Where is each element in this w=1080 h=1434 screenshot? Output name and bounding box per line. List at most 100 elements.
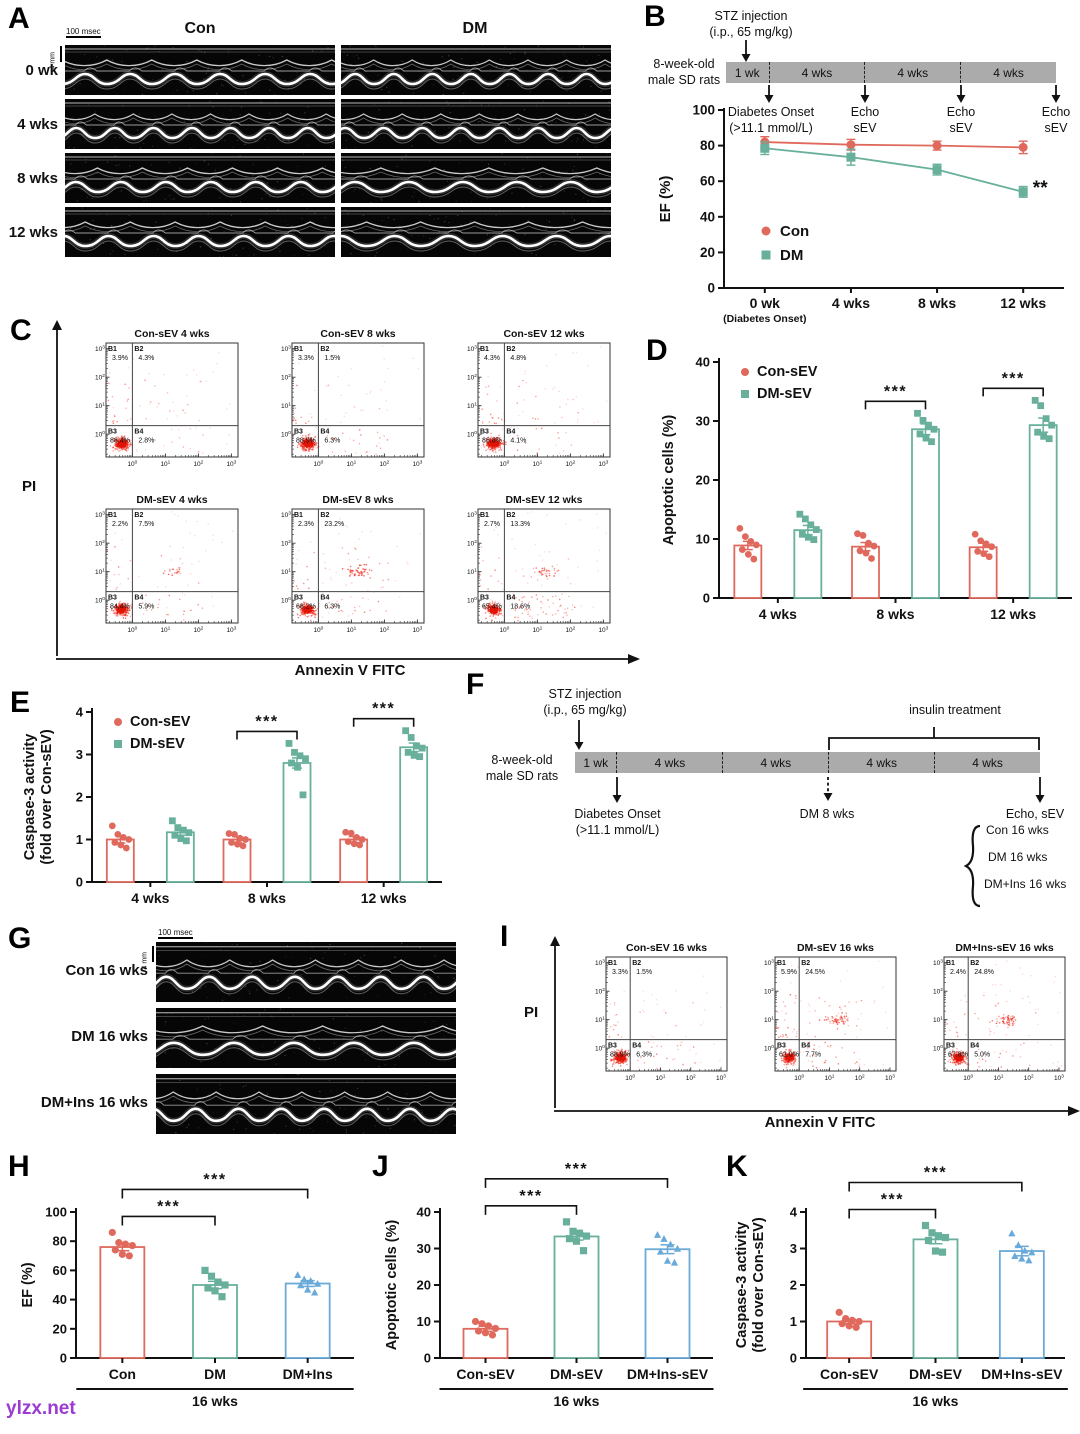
- insulin-treatment-label: insulin treatment: [909, 703, 1001, 717]
- svg-text:Con-sEV 8 wks: Con-sEV 8 wks: [320, 328, 395, 340]
- svg-text:60: 60: [700, 174, 715, 189]
- echo-sev-label: Echo, sEV: [1005, 807, 1065, 821]
- svg-text:B4: B4: [320, 595, 329, 602]
- panel-f-letter: F: [466, 668, 485, 701]
- time-scale-label: 100 msec: [158, 928, 193, 939]
- svg-text:1: 1: [76, 832, 83, 847]
- svg-text:10: 10: [696, 532, 710, 547]
- panel-a-row-4wks: 4 wks: [17, 116, 58, 133]
- svg-text:101: 101: [346, 460, 356, 469]
- svg-text:103: 103: [716, 1074, 726, 1083]
- svg-text:100: 100: [625, 1074, 635, 1083]
- svg-text:***: ***: [884, 383, 907, 400]
- caspase3-bar-chart: 0 1 2 3 4 Caspase-3 activity (fold over Con-sE…: [22, 701, 442, 906]
- svg-text:103: 103: [412, 626, 422, 635]
- svg-text:Con-sEV: Con-sEV: [130, 714, 191, 730]
- svg-text:B4: B4: [506, 595, 515, 602]
- down-arrow-icon: [764, 85, 774, 103]
- timeline-segment: 4 wks: [829, 752, 936, 773]
- svg-text:0: 0: [703, 591, 710, 606]
- svg-text:102: 102: [467, 373, 477, 382]
- svg-text:4.3%: 4.3%: [138, 355, 154, 362]
- echo-strip: [156, 1008, 456, 1068]
- svg-text:1.5%: 1.5%: [324, 355, 340, 362]
- echo-strip: [341, 207, 611, 257]
- svg-text:0 wk: 0 wk: [750, 295, 781, 311]
- svg-text:101: 101: [346, 626, 356, 635]
- svg-text:101: 101: [595, 1016, 605, 1024]
- svg-text:4: 4: [76, 705, 84, 720]
- svg-text:84.4%: 84.4%: [110, 604, 130, 611]
- x-axis-arrow: [56, 654, 640, 664]
- panel-b-letter: B: [644, 0, 666, 33]
- svg-text:100: 100: [281, 430, 291, 439]
- svg-text:DM-sEV 4 wks: DM-sEV 4 wks: [136, 494, 207, 506]
- svg-text:2.3%: 2.3%: [298, 521, 314, 528]
- svg-text:102: 102: [595, 987, 605, 996]
- svg-text:103: 103: [467, 511, 477, 520]
- panel-d-letter: D: [646, 334, 668, 367]
- svg-text:2: 2: [76, 790, 83, 805]
- svg-text:3.9%: 3.9%: [112, 355, 128, 362]
- panel-e-letter: E: [10, 686, 31, 719]
- svg-text:0: 0: [76, 875, 83, 890]
- svg-text:68.2%: 68.2%: [296, 604, 316, 611]
- svg-text:B1: B1: [480, 512, 489, 519]
- y-axis-arrow: [52, 320, 62, 656]
- insulin-bracket: [828, 727, 1040, 750]
- svg-text:102: 102: [193, 626, 203, 635]
- svg-text:86.8%: 86.8%: [482, 438, 502, 445]
- depth-scale-bar: [152, 946, 154, 962]
- stz-injection-label: STZ injection (i.p., 65 mg/kg): [709, 9, 793, 39]
- timeline-segment: 4 wks: [865, 62, 962, 83]
- svg-text:(fold over Con-sEV): (fold over Con-sEV): [39, 729, 55, 865]
- svg-text:Con-sEV: Con-sEV: [757, 364, 818, 380]
- stz-injection-label: STZ injection (i.p., 65 mg/kg): [543, 687, 627, 717]
- dashed-down-arrow-icon: [823, 777, 833, 801]
- svg-text:B4: B4: [134, 429, 143, 436]
- svg-text:6.3%: 6.3%: [324, 604, 340, 611]
- svg-text:88.4%: 88.4%: [110, 438, 130, 445]
- svg-text:B3: B3: [108, 595, 117, 602]
- svg-text:B1: B1: [294, 512, 303, 519]
- svg-text:B1: B1: [480, 346, 489, 353]
- timeline-bar: 1 wk 4 wks 4 wks 4 wks: [726, 62, 1056, 83]
- panel-h-letter: H: [8, 1150, 30, 1183]
- svg-text:102: 102: [565, 460, 575, 469]
- svg-text:103: 103: [95, 345, 105, 354]
- svg-text:100: 100: [499, 460, 509, 469]
- svg-text:Con-sEV 4 wks: Con-sEV 4 wks: [134, 328, 209, 340]
- svg-text:DM-sEV 8 wks: DM-sEV 8 wks: [322, 494, 393, 506]
- diabetes-onset-label: Diabetes Onset (>11.1 mmol/L): [574, 807, 661, 837]
- timeline-bar: 1 wk 4 wks 4 wks 4 wks 4 wks: [575, 752, 1040, 773]
- y-axis-arrow: [550, 936, 560, 1108]
- svg-text:100: 100: [595, 1044, 605, 1053]
- svg-text:2.7%: 2.7%: [484, 521, 500, 528]
- down-arrow-icon: [860, 85, 870, 103]
- svg-text:100: 100: [281, 596, 291, 605]
- echo-sev-label: Echo sEV: [946, 105, 976, 135]
- svg-text:101: 101: [467, 402, 477, 411]
- svg-text:102: 102: [281, 539, 291, 548]
- svg-text:102: 102: [95, 539, 105, 548]
- dm-8wks-label: DM 8 wks: [799, 807, 855, 821]
- panel-a-row-8wks: 8 wks: [17, 170, 58, 187]
- svg-text:4 wks: 4 wks: [131, 890, 169, 906]
- svg-text:B3: B3: [294, 429, 303, 436]
- pi-axis-label: PI: [22, 478, 37, 495]
- svg-text:100: 100: [95, 430, 105, 439]
- timeline-segment: 4 wks: [723, 752, 830, 773]
- svg-text:4.3%: 4.3%: [484, 355, 500, 362]
- svg-text:103: 103: [412, 460, 422, 469]
- svg-text:101: 101: [532, 460, 542, 469]
- svg-text:Con: Con: [780, 223, 809, 240]
- svg-text:102: 102: [193, 460, 203, 469]
- echo-strip: [65, 207, 335, 257]
- x-axis-arrow: [554, 1106, 1080, 1116]
- svg-text:B3: B3: [480, 595, 489, 602]
